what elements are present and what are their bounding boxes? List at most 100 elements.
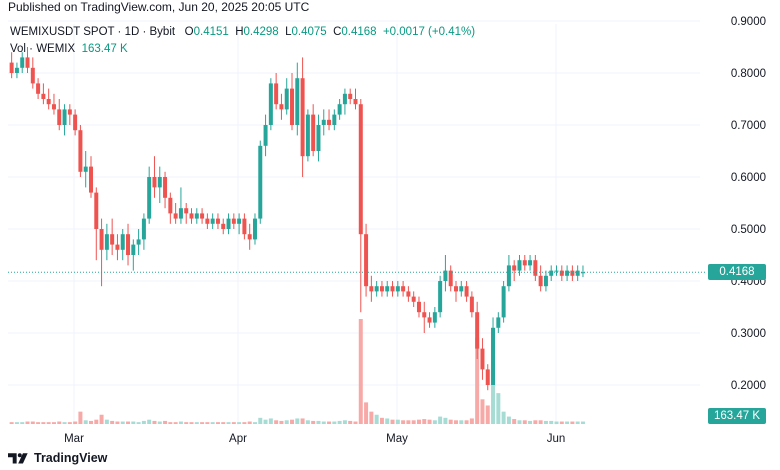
candle-body: [263, 125, 268, 146]
open-label: O: [184, 26, 194, 38]
candle-body: [348, 93, 353, 99]
high-label: H: [235, 26, 244, 38]
candle-body: [215, 218, 220, 224]
candle-body: [379, 286, 384, 292]
volume-bar: [364, 402, 369, 424]
volume-bar: [321, 421, 326, 424]
volume-bar: [30, 421, 35, 424]
legend-volume-row: Vol · WEMIX 163.47 K: [10, 41, 475, 58]
volume-bar: [46, 422, 51, 424]
volume-bar: [570, 421, 575, 424]
candle-body: [242, 218, 247, 235]
candle-body: [533, 260, 538, 276]
volume-bar: [475, 337, 480, 424]
volume-bar: [358, 319, 363, 424]
candle-body: [369, 286, 374, 292]
candle-body: [427, 317, 432, 323]
volume-bar: [152, 420, 157, 424]
candle-body: [364, 234, 369, 287]
candle-body: [480, 348, 485, 370]
volume-bar: [258, 417, 263, 424]
y-tick-label: 0.6000: [731, 172, 766, 184]
price-axis[interactable]: 0.90000.80000.70000.60000.50000.40000.30…: [731, 16, 766, 392]
volume-bar: [443, 417, 448, 424]
volume-bar: [390, 419, 395, 424]
volume-bar: [565, 421, 570, 424]
candle-body: [517, 260, 522, 271]
candle-body: [99, 229, 104, 250]
candle-body: [279, 104, 284, 110]
volume-bar: [57, 421, 62, 424]
volume-bar: [252, 422, 257, 424]
legend: WEMIXUSDT SPOT · 1D · Bybit O0.4151 H0.4…: [10, 24, 475, 58]
candle-body: [67, 109, 72, 115]
candle-body: [252, 218, 257, 240]
volume-bar: [416, 419, 421, 424]
volume-bar: [501, 411, 506, 424]
volume-bar: [104, 419, 109, 424]
candle-body: [184, 208, 189, 214]
volume-bar: [284, 420, 289, 424]
candle-body: [168, 197, 173, 214]
volume-bar: [332, 421, 337, 424]
candle-body: [443, 270, 448, 281]
volume-bar: [231, 422, 236, 424]
candle-body: [36, 83, 41, 94]
candle-body: [401, 286, 406, 292]
volume-bar: [141, 420, 146, 424]
symbol-title[interactable]: WEMIXUSDT SPOT · 1D · Bybit: [10, 26, 176, 38]
candle-body: [210, 218, 215, 224]
volume-bar: [432, 420, 437, 424]
time-axis[interactable]: Mar Apr May Jun: [64, 433, 565, 445]
candle-body: [136, 239, 141, 245]
candle-body: [290, 88, 295, 125]
y-tick-label: 0.5000: [731, 224, 766, 236]
candle-body: [62, 109, 67, 125]
candlesticks: [9, 47, 585, 391]
volume-bar: [189, 422, 194, 424]
volume-bar: [83, 420, 88, 424]
candle-body: [300, 78, 305, 157]
candle-body: [147, 177, 152, 219]
candle-body: [226, 218, 231, 229]
candle-body: [30, 67, 35, 84]
candle-body: [126, 234, 131, 255]
candle-body: [247, 234, 252, 240]
candle-body: [295, 78, 300, 125]
volume-bar: [464, 420, 469, 424]
volume-bar: [422, 419, 427, 424]
x-tick-label: Jun: [547, 433, 566, 445]
candle-body: [491, 327, 496, 385]
y-tick-label: 0.7000: [731, 120, 766, 132]
candle-body: [157, 177, 162, 188]
volume-bar: [549, 420, 554, 424]
x-tick-label: Apr: [229, 433, 247, 445]
volume-bar: [200, 422, 205, 424]
volume-badge: 163.47 K: [708, 408, 766, 424]
candle-body: [178, 208, 183, 219]
close-value: 0.4168: [341, 26, 377, 38]
candle-body: [41, 93, 46, 99]
last-price-badge: 0.4168: [708, 264, 766, 281]
volume-bar: [120, 421, 125, 424]
close-label: C: [333, 26, 342, 38]
low-value: 0.4075: [291, 26, 327, 38]
candle-body: [416, 301, 421, 313]
volume-bar: [448, 419, 453, 424]
volume-label[interactable]: Vol · WEMIX: [10, 43, 76, 55]
candle-body: [374, 286, 379, 292]
volume-bar: [36, 422, 41, 424]
volume-bar: [438, 416, 443, 424]
candle-body: [14, 67, 19, 73]
candle-body: [163, 177, 168, 198]
candle-body: [422, 312, 427, 318]
volume-bar: [126, 421, 131, 424]
candle-body: [268, 83, 273, 125]
candle-body: [554, 270, 559, 272]
candle-body: [496, 317, 501, 328]
volume-bar: [538, 420, 543, 424]
volume-bar: [221, 422, 226, 424]
footer-branding[interactable]: TradingView: [8, 451, 107, 465]
volume-bar: [41, 422, 46, 424]
